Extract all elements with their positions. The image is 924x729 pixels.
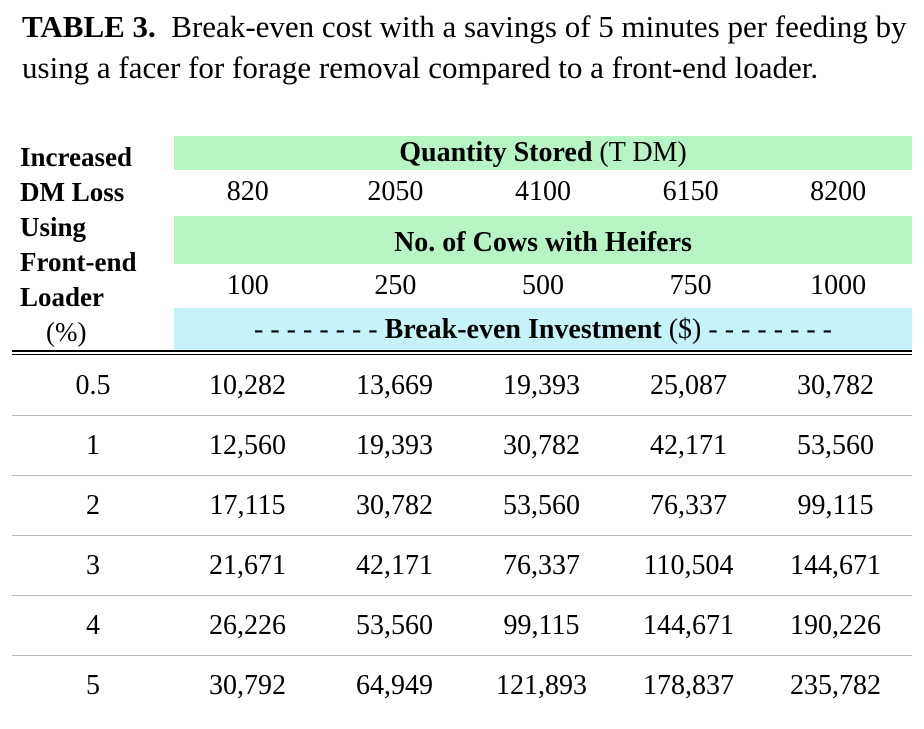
investment-cell: 19,393 [503,369,580,401]
header-rule-top [12,350,912,352]
table-caption: TABLE 3. Break-even cost with a savings … [22,6,912,88]
dm-loss-cell: 1 [86,429,100,461]
investment-header-unit: ($) [661,314,702,345]
investment-cell: 121,893 [496,670,587,701]
cows-value: 750 [669,270,712,301]
row-header-line: Increased [20,142,132,172]
caption-text: Break-even cost with a savings of 5 minu… [22,9,907,85]
investment-cell: 190,226 [790,609,881,641]
investment-cell: 21,671 [209,549,286,581]
investment-cell: 30,782 [356,489,433,521]
investment-cell: 53,560 [356,609,433,641]
row-header-line: DM Loss [20,177,125,207]
investment-dashes-right: - - - - - - - - [701,314,832,345]
investment-cell: 76,337 [503,549,580,581]
quantity-value: 6150 [662,176,719,207]
dm-loss-cell: 0.5 [75,369,111,401]
row-header-line: Loader [20,282,104,312]
dm-loss-cell: 3 [86,549,100,581]
table-row: 0.5 10,282 13,669 19,393 25,087 30,782 [12,356,912,416]
investment-cell: 64,949 [356,670,433,701]
header-rule-bottom [12,354,912,355]
row-header-unit: (%) [46,317,87,347]
investment-cell: 42,171 [650,429,727,461]
investment-cell: 17,115 [209,489,286,521]
investment-cell: 30,782 [797,369,874,401]
table-row: 4 26,226 53,560 99,115 144,671 190,226 [12,596,912,656]
investment-cell: 99,115 [503,609,580,641]
investment-cell: 30,782 [503,429,580,461]
table-row: 1 12,560 19,393 30,782 42,171 53,560 [12,416,912,476]
dm-loss-cell: 4 [86,609,100,641]
table-row: 5 30,792 64,949 121,893 178,837 235,782 [12,656,912,716]
table-row: 2 17,115 30,782 53,560 76,337 99,115 [12,476,912,536]
investment-header: - - - - - - - - Break-even Investment ($… [174,308,912,350]
investment-cell: 10,282 [209,369,286,401]
caption-label: TABLE 3. [22,9,156,44]
investment-dashes-left: - - - - - - - - [254,314,385,345]
quantity-value: 4100 [514,176,571,207]
investment-cell: 53,560 [503,489,580,521]
cows-value: 100 [226,270,269,301]
investment-cell: 99,115 [797,489,874,521]
investment-cell: 53,560 [797,429,874,461]
investment-cell: 144,671 [643,609,734,641]
table-row: 3 21,671 42,171 76,337 110,504 144,671 [12,536,912,596]
quantity-value: 820 [226,176,269,207]
cows-value: 500 [521,270,564,301]
investment-cell: 30,792 [209,670,286,701]
quantity-values-row: 820 2050 4100 6150 8200 [174,172,912,212]
investment-cell: 26,226 [209,609,286,641]
quantity-value: 8200 [810,176,867,207]
quantity-value: 2050 [367,176,424,207]
investment-header-text: Break-even Investment [384,314,662,345]
cows-header: No. of Cows with Heifers [174,216,912,264]
cows-value: 1000 [810,270,867,301]
quantity-stored-header: Quantity Stored (T DM) [174,136,912,170]
quantity-header-unit: (T DM) [592,137,687,168]
investment-cell: 235,782 [790,670,881,701]
cows-value: 250 [374,270,417,301]
investment-cell: 76,337 [650,489,727,521]
investment-cell: 25,087 [650,369,727,401]
cows-values-row: 100 250 500 750 1000 [174,266,912,306]
row-header: Increased DM Loss Using Front-end Loader… [20,140,172,350]
data-table: 0.5 10,282 13,669 19,393 25,087 30,782 1… [12,356,912,716]
row-header-line: Front-end [20,247,137,277]
dm-loss-cell: 2 [86,489,100,521]
row-header-line: Using [20,212,87,242]
investment-cell: 144,671 [790,549,881,581]
investment-cell: 110,504 [643,549,734,581]
investment-cell: 42,171 [356,549,433,581]
investment-cell: 13,669 [356,369,433,401]
investment-cell: 12,560 [209,429,286,461]
investment-cell: 19,393 [356,429,433,461]
dm-loss-cell: 5 [86,670,100,701]
investment-cell: 178,837 [643,670,734,701]
quantity-header-text: Quantity Stored [399,137,593,168]
